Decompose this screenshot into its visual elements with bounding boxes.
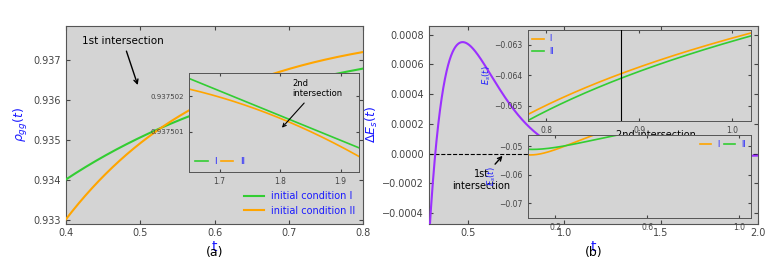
Text: 2nd intersection: 2nd intersection	[595, 130, 696, 154]
Y-axis label: $\rho_{gg}(t)$: $\rho_{gg}(t)$	[12, 107, 30, 142]
Text: (a): (a)	[206, 246, 223, 259]
Legend: initial condition I, initial condition II: initial condition I, initial condition I…	[241, 188, 359, 219]
X-axis label: t: t	[591, 240, 596, 254]
Y-axis label: $\Delta E_s(t)$: $\Delta E_s(t)$	[363, 106, 380, 143]
Text: (b): (b)	[584, 246, 602, 259]
Text: 1st intersection: 1st intersection	[82, 36, 164, 83]
Text: 1st
intersection: 1st intersection	[452, 157, 510, 191]
X-axis label: t: t	[212, 240, 217, 254]
